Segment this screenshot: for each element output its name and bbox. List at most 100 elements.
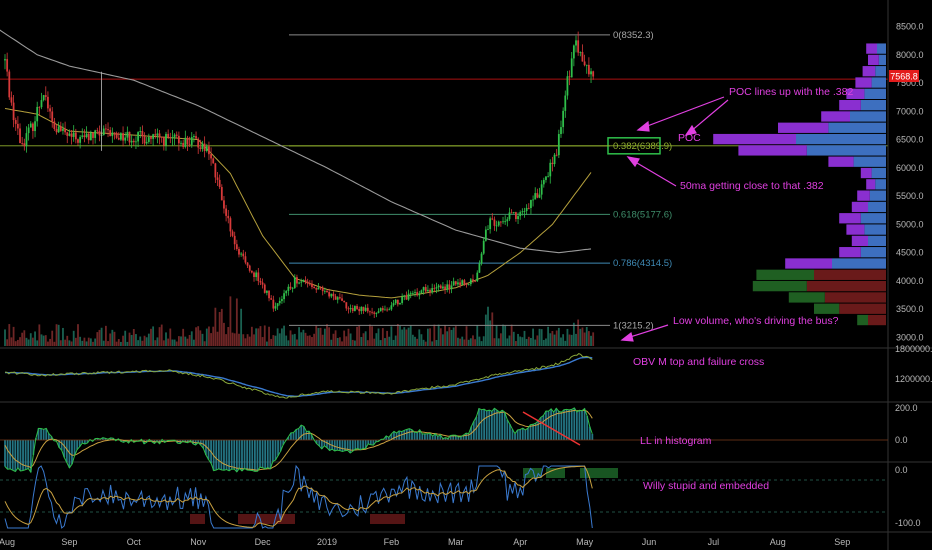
willy-oversold-zone bbox=[238, 514, 295, 524]
candle-body bbox=[538, 194, 541, 198]
y-tick-label: 7500.0 bbox=[896, 78, 924, 88]
volume-bar bbox=[519, 336, 522, 346]
annotations: POC lines up with the .382 POC 50ma gett… bbox=[620, 86, 853, 492]
volume-bar bbox=[8, 324, 11, 346]
volume-bar bbox=[508, 335, 511, 346]
volume-bar bbox=[480, 341, 483, 346]
volume-bar bbox=[12, 326, 15, 346]
macd-hist-bar bbox=[220, 440, 223, 470]
macd-hist-bar bbox=[14, 440, 17, 472]
volume-bar bbox=[512, 331, 515, 346]
macd-hist-bar bbox=[436, 436, 439, 440]
macd-hist-bar bbox=[122, 440, 125, 443]
candle-body bbox=[581, 52, 584, 62]
ma-line-50ma bbox=[4, 108, 592, 299]
candle-body bbox=[592, 71, 595, 77]
volume-bar bbox=[139, 336, 142, 346]
volume-bar bbox=[575, 333, 577, 346]
volume-bar bbox=[102, 340, 105, 346]
macd-hist-bar bbox=[454, 435, 457, 440]
candle-body bbox=[562, 110, 565, 128]
volume-bar bbox=[308, 335, 311, 346]
candle-body bbox=[311, 283, 313, 287]
volume-bar bbox=[244, 338, 247, 346]
volume-bar bbox=[156, 337, 159, 346]
macd-hist-bar bbox=[274, 440, 277, 460]
macd-hist-bar bbox=[235, 440, 238, 472]
x-tick-label: Sep bbox=[61, 537, 77, 547]
candle-body bbox=[334, 296, 337, 300]
volume-bar bbox=[532, 328, 534, 346]
candle-body bbox=[268, 290, 270, 299]
volume-bar bbox=[272, 335, 275, 346]
volume-bar bbox=[323, 328, 326, 346]
volume-bar bbox=[81, 340, 84, 346]
volume-bar bbox=[401, 329, 404, 346]
volume-bar bbox=[94, 338, 97, 346]
candle-body bbox=[4, 59, 6, 61]
macd-hist-bar bbox=[186, 440, 189, 443]
volume-bar bbox=[302, 329, 305, 346]
volume-bar bbox=[592, 332, 595, 346]
candle-body bbox=[130, 140, 133, 143]
candle-body bbox=[521, 211, 524, 213]
volume-bar bbox=[34, 331, 36, 346]
candle-body bbox=[317, 287, 320, 290]
macd-hist-bar bbox=[86, 440, 89, 444]
candle-body bbox=[205, 146, 208, 152]
candle-body bbox=[555, 154, 558, 156]
x-tick-label: May bbox=[576, 537, 594, 547]
vp-bar bbox=[871, 77, 886, 88]
volume-bar bbox=[523, 330, 526, 346]
macd-hist-bar bbox=[42, 429, 45, 440]
annotation-macd: LL in histogram bbox=[640, 435, 712, 447]
volume-bar bbox=[193, 339, 195, 346]
volume-bar bbox=[362, 333, 365, 346]
volume-bar bbox=[227, 327, 230, 346]
candle-body bbox=[579, 52, 582, 53]
volume-bar bbox=[568, 334, 571, 346]
x-tick-label: Feb bbox=[384, 537, 400, 547]
candle-body bbox=[126, 131, 129, 138]
macd-hist-bar bbox=[351, 440, 354, 452]
candle-body bbox=[190, 137, 193, 145]
candle-body bbox=[160, 136, 163, 138]
candle-body bbox=[77, 139, 79, 143]
macd-hist-bar bbox=[256, 440, 259, 472]
candle-body bbox=[454, 281, 457, 285]
volume-bar bbox=[120, 341, 122, 346]
macd-hist-bar bbox=[511, 429, 514, 440]
candle-body bbox=[38, 106, 41, 108]
volume-bar bbox=[40, 334, 43, 346]
volume-bar bbox=[141, 340, 144, 346]
candle-body bbox=[49, 108, 51, 112]
macd-hist-bar bbox=[591, 433, 594, 440]
macd-hist-bar bbox=[375, 440, 377, 442]
volume-bar bbox=[36, 340, 39, 346]
volume-bar bbox=[538, 328, 541, 346]
macd-hist-bar bbox=[508, 424, 511, 440]
candle-body bbox=[523, 211, 526, 212]
x-tick-label: Nov bbox=[190, 537, 207, 547]
volume-bar bbox=[130, 334, 133, 346]
volume-bar bbox=[47, 341, 49, 346]
volume-bar bbox=[585, 326, 588, 346]
volume-bar bbox=[128, 332, 131, 346]
macd-hist-bar bbox=[413, 432, 416, 440]
macd-hist-bar bbox=[272, 440, 274, 462]
candle-body bbox=[306, 281, 309, 284]
volume-bar bbox=[465, 326, 468, 346]
volume-bar bbox=[160, 324, 163, 346]
volume-bar bbox=[491, 312, 494, 346]
vp-bar bbox=[839, 247, 861, 258]
volume-bar bbox=[366, 340, 369, 346]
macd-hist-bar bbox=[387, 437, 390, 440]
candle-body bbox=[381, 308, 384, 311]
candle-body bbox=[143, 136, 146, 144]
macd-hist-bar bbox=[338, 440, 341, 451]
candle-body bbox=[572, 45, 575, 59]
macd-hist-bar bbox=[19, 440, 22, 472]
macd-hist-bar bbox=[346, 440, 349, 451]
